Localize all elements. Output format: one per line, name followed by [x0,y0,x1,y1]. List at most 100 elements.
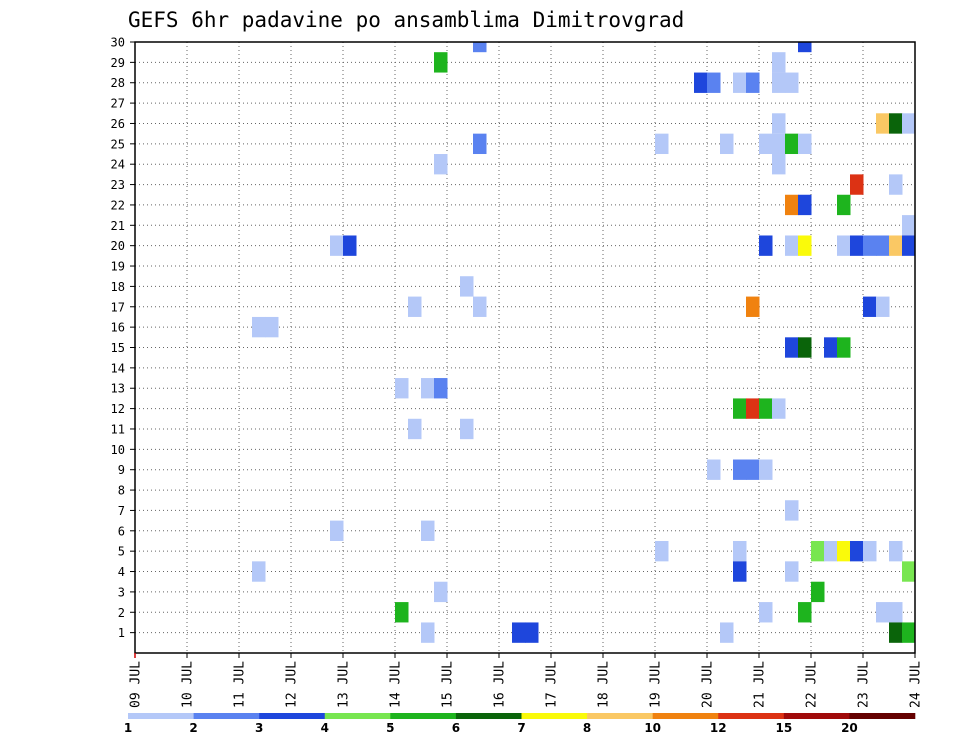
precip-cell [837,235,851,256]
x-tick-label: 09 JUL [129,661,144,708]
precip-cell [330,520,344,541]
precip-cell [772,154,786,175]
precip-cell [876,602,890,623]
precip-cell [824,337,838,358]
legend-label: 4 [321,721,329,735]
x-tick-label: 11 JUL [233,661,248,708]
legend-label: 12 [710,721,727,735]
precip-cell [772,113,786,134]
precip-cell [772,133,786,155]
precip-cell [772,398,786,419]
precip-cell [720,133,734,155]
x-tick-label: 12 JUL [285,661,300,708]
precip-cell [473,296,487,317]
y-tick-label: 23 [111,178,125,192]
legend-swatch [783,713,850,719]
x-tick-label: 13 JUL [337,661,352,708]
precip-cell [798,194,812,216]
legend-swatch [128,713,194,719]
precip-cell [343,235,357,256]
y-tick-label: 28 [111,76,125,90]
y-tick-label: 24 [111,158,125,172]
precip-cell [902,235,916,256]
precip-cell [785,561,799,582]
legend-swatch [390,713,457,719]
legend-label: 1 [124,721,132,735]
y-tick-label: 21 [111,219,125,233]
x-tick-label: 19 JUL [649,661,664,708]
precip-cell [785,500,799,521]
precip-cell [850,235,864,256]
x-tick-label: 15 JUL [441,661,456,708]
legend-label: 7 [517,721,525,735]
precip-cell [733,561,747,582]
precip-cell [785,194,799,216]
precip-cell [785,235,799,256]
precip-cell [655,540,669,562]
precip-cell [733,540,747,562]
precip-cell [252,316,266,338]
precip-cell [265,316,279,338]
y-tick-label: 18 [111,280,125,294]
y-tick-label: 26 [111,117,125,131]
precip-cell [434,581,448,603]
precip-cell [798,235,812,256]
precip-cell [421,622,435,643]
precip-cell [772,72,786,93]
x-tick-label: 10 JUL [181,661,196,708]
y-tick-label: 4 [118,565,125,579]
legend-label: 2 [189,721,197,735]
legend-label: 15 [775,721,792,735]
legend-label: 8 [583,721,591,735]
x-tick-label: 20 JUL [701,661,716,708]
y-tick-label: 6 [118,524,125,538]
legend-swatch [324,713,391,719]
precip-cell [889,113,903,134]
precip-cell [902,622,916,643]
precip-cell [655,133,669,155]
precip-cell [395,378,409,399]
precip-cell [434,52,448,73]
precip-cell [863,540,877,562]
precip-cell [902,113,916,134]
precip-cell [889,174,903,195]
chart-title: GEFS 6hr padavine po ansamblima Dimitrov… [128,8,684,32]
precip-cell [759,398,773,419]
legend-swatch [259,713,326,719]
y-tick-label: 30 [111,36,125,50]
y-tick-label: 20 [111,239,125,253]
legend-label: 20 [841,721,858,735]
precip-cell [798,42,812,53]
color-legend: 1 2 3 4 5 6 7 8 10 12 15 20 [124,713,916,735]
precip-cell [811,581,825,603]
x-tick-label: 17 JUL [545,661,560,708]
precip-cell [902,215,916,236]
precip-cell [512,622,526,643]
precip-cell [889,235,903,256]
precip-cell [408,296,422,317]
precip-cell [759,133,773,155]
precip-cell [850,540,864,562]
precip-cell [902,561,916,582]
precip-cell [408,418,422,440]
precip-cell [720,622,734,643]
x-tick-label: 21 JUL [753,661,768,708]
precip-cell [733,72,747,93]
precip-cell [876,113,890,134]
precip-cell [824,540,838,562]
x-axis-ticks: 09 JUL 10 JUL 11 JUL 12 JUL 13 JUL 14 JUL 15 J… [129,653,924,708]
legend-swatch [718,713,785,719]
y-tick-label: 15 [111,341,125,355]
precip-cell [733,459,747,480]
precip-cell [707,459,721,480]
precip-cell [460,276,474,297]
y-tick-label: 27 [111,97,125,111]
precip-cell [863,235,877,256]
y-tick-label: 7 [118,504,125,518]
precip-cell [707,72,721,93]
precip-cell [876,235,890,256]
y-tick-label: 3 [118,585,125,599]
precip-cell [889,540,903,562]
y-tick-label: 19 [111,260,125,274]
